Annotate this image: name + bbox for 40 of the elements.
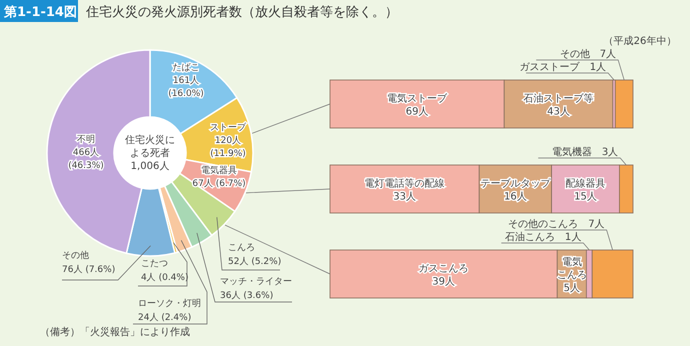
series-label: 電灯電話等の配線 [364,178,445,190]
slice-label: 不明 [77,134,95,145]
data-label: 69人 [406,106,428,118]
text: 住宅火災による死者 1,006人 [125,134,175,172]
series-label: 電気こんろ [556,257,587,281]
data-label: 24人 (2.4%) [138,312,192,323]
data-label: 16人 [504,192,527,202]
slice-label: こんろ [228,243,255,253]
text: ガスストーブ 1人 [520,62,606,73]
slice-label: ローソク・灯明 [138,298,201,309]
text: 電気機器 3人 [552,147,618,158]
data-label: 466人 (46.3%) [68,147,104,171]
slice-label: マッチ・ライター [220,277,292,287]
bar [614,80,634,128]
data-label: 161人 (16.0%) [168,75,204,99]
chart-title: 第1-1-14図 住宅火災の発火源別死者数（放火自殺者等を除く。） [3,4,398,20]
data-label: 43人 [547,106,570,118]
slice-label: たばこ [172,62,200,73]
text: 石油こんろ 1人 [504,232,582,243]
data-label: 36人 (3.6%) [220,290,274,301]
series-label: 石油ストーブ等 [524,92,594,104]
series-label: 配線器具 [566,178,606,190]
data-label: 15人 [574,192,597,202]
data-label: 52人 (5.2%) [228,256,282,267]
slice-label: ストーブ [210,122,247,133]
slice-label: その他 [62,250,89,261]
data-label: 120人 (11.9%) [210,135,246,159]
data-label: 5人 [564,283,580,294]
text: （平成26年中） [604,35,676,47]
text: その他 7人 [560,49,616,60]
series-label: テーブルタップ [480,178,552,190]
series-label: ガスこんろ [418,264,469,274]
text: その他のこんろ 7人 [508,219,605,230]
data-label: 76人 (7.6%) [62,264,116,275]
data-label: 39人 [432,276,455,288]
slice-label: こたつ [141,259,168,269]
text: （備考）「火災報告」により作成 [40,326,190,338]
slice-label: 電気器具 [201,165,237,176]
series-label: 電気ストーブ [387,92,448,104]
data-label: 33人 [393,192,416,202]
